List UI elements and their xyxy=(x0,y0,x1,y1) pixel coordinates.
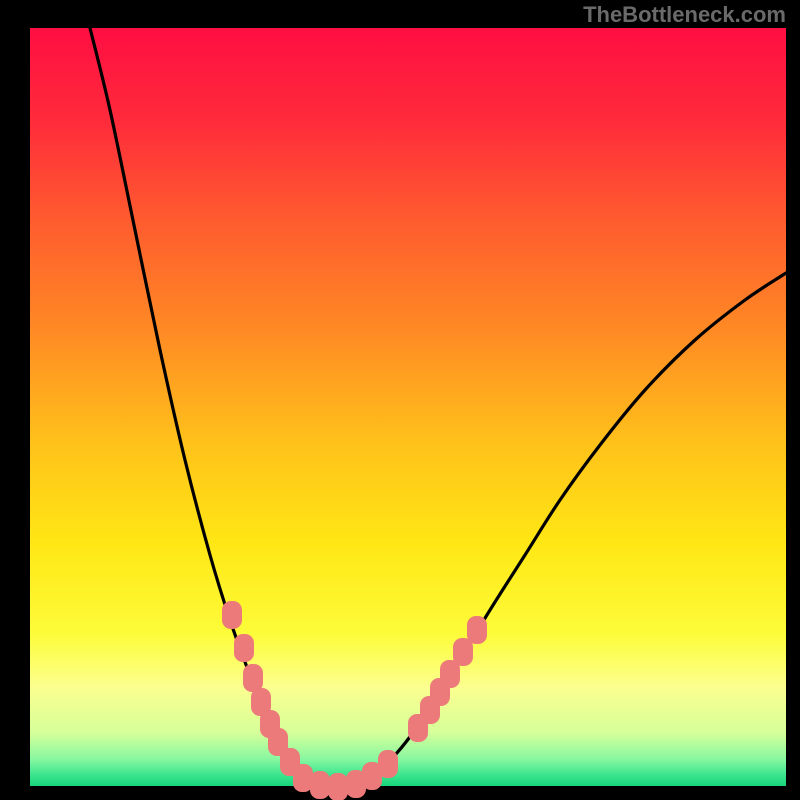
curve-marker xyxy=(222,601,242,629)
chart-container: TheBottleneck.com xyxy=(0,0,800,800)
curve-marker xyxy=(453,638,473,666)
curve-marker xyxy=(328,773,348,800)
curve-marker xyxy=(378,750,398,778)
watermark-text: TheBottleneck.com xyxy=(583,2,786,28)
curve-marker xyxy=(234,634,254,662)
curve-marker xyxy=(243,664,263,692)
plot-background xyxy=(30,28,786,786)
chart-svg xyxy=(0,0,800,800)
curve-marker xyxy=(467,616,487,644)
curve-marker xyxy=(310,771,330,799)
